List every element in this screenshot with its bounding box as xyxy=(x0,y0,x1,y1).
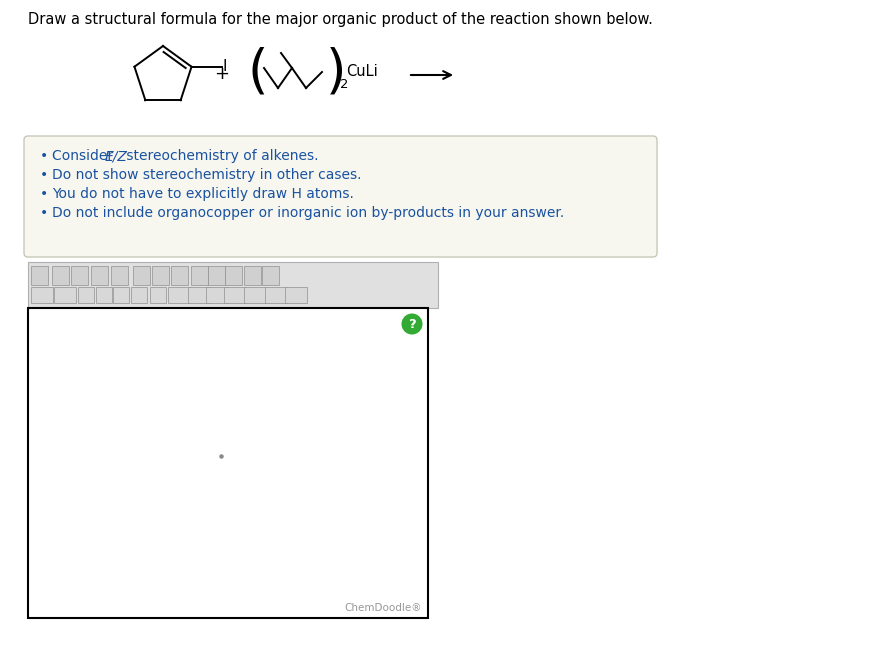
Bar xyxy=(71,266,88,285)
Text: (: ( xyxy=(248,47,268,99)
Bar xyxy=(113,287,129,303)
Bar xyxy=(225,266,242,285)
Bar xyxy=(28,308,428,618)
Bar xyxy=(191,266,208,285)
Text: •: • xyxy=(40,206,48,220)
Text: 2: 2 xyxy=(340,79,348,92)
Bar xyxy=(244,266,261,285)
Text: You do not have to explicitly draw H atoms.: You do not have to explicitly draw H ato… xyxy=(52,187,354,201)
Bar xyxy=(171,266,188,285)
Bar xyxy=(188,287,210,303)
Bar xyxy=(91,266,108,285)
Circle shape xyxy=(402,314,423,335)
Bar xyxy=(52,266,69,285)
Text: •: • xyxy=(40,187,48,201)
Bar xyxy=(111,266,128,285)
Text: ?: ? xyxy=(408,318,416,331)
Text: I: I xyxy=(223,59,227,74)
Bar xyxy=(265,287,287,303)
Bar xyxy=(150,287,166,303)
Text: stereochemistry of alkenes.: stereochemistry of alkenes. xyxy=(122,149,318,163)
Bar xyxy=(152,266,169,285)
Bar xyxy=(54,287,76,303)
Bar xyxy=(131,287,147,303)
Text: Do not show stereochemistry in other cases.: Do not show stereochemistry in other cas… xyxy=(52,168,361,182)
Bar xyxy=(96,287,112,303)
Text: Draw a structural formula for the major organic product of the reaction shown be: Draw a structural formula for the major … xyxy=(28,12,652,27)
Text: Consider: Consider xyxy=(52,149,118,163)
Text: •: • xyxy=(40,168,48,182)
Text: ChemDoodle®: ChemDoodle® xyxy=(345,603,422,613)
Bar xyxy=(224,287,246,303)
Bar xyxy=(133,266,150,285)
Bar xyxy=(78,287,94,303)
Bar xyxy=(28,262,438,308)
Bar xyxy=(206,287,228,303)
Text: ): ) xyxy=(326,47,346,99)
Bar xyxy=(168,287,190,303)
Text: •: • xyxy=(40,149,48,163)
Text: CuLi: CuLi xyxy=(346,64,378,79)
Text: Do not include organocopper or inorganic ion by-products in your answer.: Do not include organocopper or inorganic… xyxy=(52,206,564,220)
Bar xyxy=(31,266,48,285)
FancyBboxPatch shape xyxy=(24,136,657,257)
Bar xyxy=(208,266,225,285)
Bar xyxy=(244,287,266,303)
Text: E/Z: E/Z xyxy=(104,149,127,163)
Bar xyxy=(31,287,53,303)
Bar xyxy=(285,287,307,303)
Text: +: + xyxy=(215,65,230,83)
Bar xyxy=(262,266,279,285)
